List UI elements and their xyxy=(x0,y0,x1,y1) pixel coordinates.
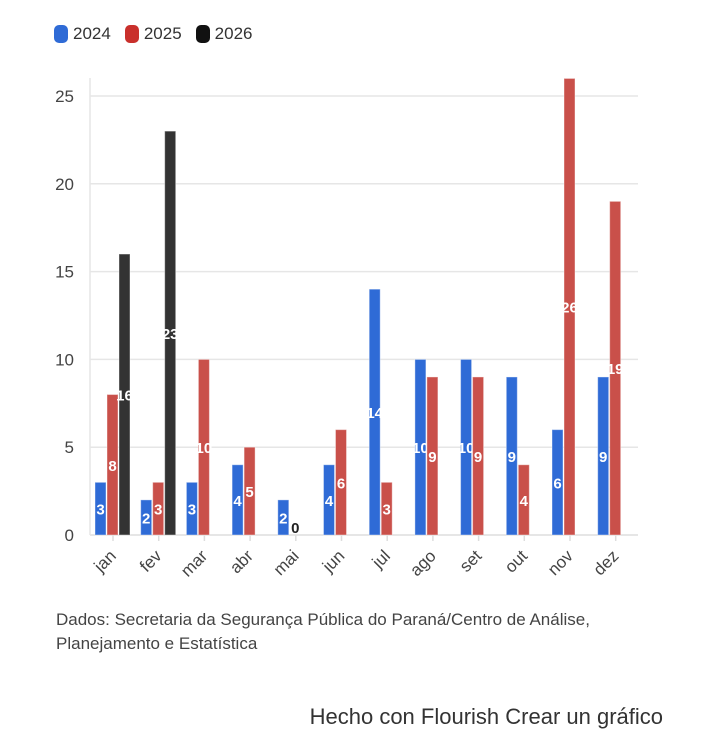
legend-label: 2026 xyxy=(214,24,253,43)
x-tick-label: dez xyxy=(590,546,623,579)
bar-2025-set xyxy=(472,376,485,536)
data-label: 9 xyxy=(428,449,436,466)
y-tick-label: 25 xyxy=(55,87,74,106)
data-label: 9 xyxy=(474,449,482,466)
x-tick-label: jan xyxy=(90,546,120,576)
bar-2024-set xyxy=(460,358,473,536)
legend-label: 2024 xyxy=(73,24,111,43)
data-label: 3 xyxy=(383,502,391,519)
x-tick-label: jun xyxy=(318,546,348,576)
data-label: 2 xyxy=(279,510,287,527)
data-label: 0 xyxy=(291,520,299,537)
bar-2024-jul xyxy=(368,288,381,536)
legend-item-2025[interactable]: 2025 xyxy=(124,24,182,44)
bar-2024-mai xyxy=(277,499,290,536)
source-note: Dados: Secretaria da Segurança Pública d… xyxy=(56,610,590,653)
data-label: 6 xyxy=(553,475,561,492)
data-label: 16 xyxy=(116,388,133,405)
data-label: 8 xyxy=(108,458,116,475)
bar-2024-fev xyxy=(140,499,153,536)
data-label: 3 xyxy=(188,502,196,519)
y-tick-label: 10 xyxy=(55,350,74,369)
flourish-credit-link[interactable]: Hecho con Flourish Crear un gráfico xyxy=(309,704,663,729)
y-tick-label: 5 xyxy=(65,438,74,457)
legend-label: 2025 xyxy=(143,24,182,43)
y-tick-label: 0 xyxy=(65,526,74,545)
bar-2025-jun xyxy=(335,429,347,536)
data-label: 4 xyxy=(233,493,242,510)
data-label: 10 xyxy=(412,440,429,457)
x-tick-label: mar xyxy=(177,546,211,580)
data-label: 4 xyxy=(325,493,334,510)
data-label: 9 xyxy=(599,449,607,466)
x-tick-label: ago xyxy=(406,546,439,579)
x-tick-label: jul xyxy=(368,546,394,572)
data-label: 10 xyxy=(458,440,475,457)
bar-2025-mar xyxy=(197,358,210,536)
data-label: 26 xyxy=(561,300,578,317)
bar-2025-fev xyxy=(152,481,165,536)
bar-2024-dez xyxy=(597,376,610,536)
bar-2024-jun xyxy=(323,464,335,536)
data-label: 3 xyxy=(96,502,104,519)
bar-2025-nov xyxy=(563,77,576,536)
x-tick-label: fev xyxy=(136,546,166,576)
legend-swatch xyxy=(54,25,68,43)
legend: 2024 2025 2026 xyxy=(54,24,252,44)
bar-2026-jan xyxy=(118,253,131,536)
bar-2025-ago xyxy=(426,376,439,536)
bar-2024-ago xyxy=(414,358,427,536)
legend-item-2026[interactable]: 2026 xyxy=(195,24,253,44)
data-label: 2 xyxy=(142,510,150,527)
data-label: 3 xyxy=(154,502,162,519)
data-label: 5 xyxy=(245,484,253,501)
legend-swatch xyxy=(124,25,139,43)
x-tick-label: nov xyxy=(544,546,577,579)
legend-swatch xyxy=(195,25,210,43)
data-label: 9 xyxy=(508,449,516,466)
bar-2025-jan xyxy=(106,394,119,536)
y-tick-label: 15 xyxy=(55,263,74,282)
data-label: 19 xyxy=(607,361,624,378)
bar-2025-out xyxy=(517,464,530,536)
bar-2025-jul xyxy=(380,481,393,536)
bar-2024-mar xyxy=(185,481,198,536)
bar-chart: 0510152025jan3816fev2323mar310abr45mai20… xyxy=(55,77,638,581)
bar-2025-dez xyxy=(609,200,622,536)
y-tick-label: 20 xyxy=(55,175,74,194)
data-label: 4 xyxy=(520,493,529,510)
bar-2024-jan xyxy=(94,481,107,536)
bar-2024-abr xyxy=(231,464,244,536)
bar-2024-nov xyxy=(551,429,564,536)
bar-2024-out xyxy=(505,376,518,536)
x-tick-label: out xyxy=(501,546,531,576)
data-label: 14 xyxy=(366,405,383,422)
bar-2026-fev xyxy=(164,130,177,536)
legend-item-2024[interactable]: 2024 xyxy=(54,24,111,44)
bar-2025-abr xyxy=(243,446,256,536)
x-tick-label: set xyxy=(456,546,486,576)
x-tick-label: abr xyxy=(226,546,257,577)
x-tick-label: mai xyxy=(270,546,303,579)
data-label: 10 xyxy=(196,440,213,457)
data-label: 6 xyxy=(337,475,345,492)
data-label: 23 xyxy=(162,326,179,343)
